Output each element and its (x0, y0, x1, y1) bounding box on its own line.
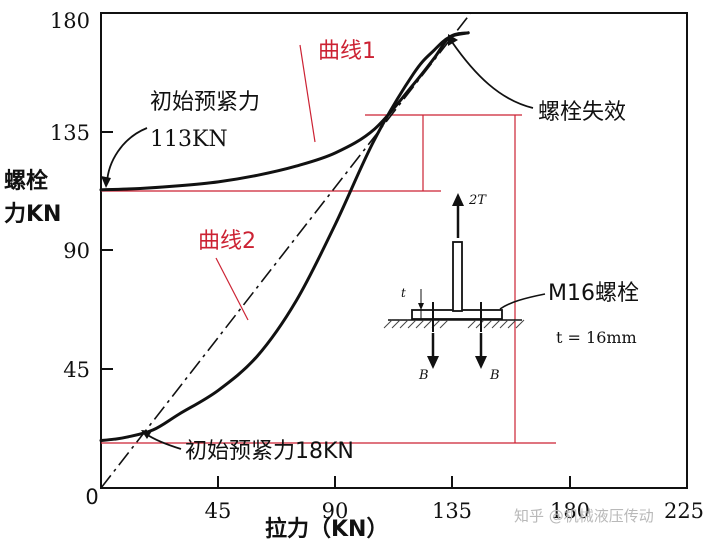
x-tick-marks (217, 476, 571, 488)
plot-frame (100, 12, 688, 489)
preload-113-arrow (106, 127, 148, 184)
y-tick-marks (101, 12, 113, 370)
preload-18-label: 初始预紧力18KN (185, 439, 354, 464)
watermark: 知乎 @机械液压传动 (514, 507, 654, 525)
y-axis-label-line1: 螺栓 (4, 169, 48, 194)
x-axis-label: 拉力（KN） (265, 516, 388, 542)
force-b-left-label: B (418, 368, 429, 383)
failure-label: 螺栓失效 (538, 100, 626, 125)
bolt-leader (499, 293, 546, 310)
series-layer (99, 12, 472, 489)
y-tick-label-135: 135 (50, 121, 90, 145)
series-curve2 (99, 31, 470, 442)
force-b-right-head (475, 356, 487, 369)
y-tick-label-90: 90 (63, 239, 90, 263)
preload-113-label-line2: 113KN (150, 127, 228, 152)
x-tick-label-0: 0 (85, 485, 98, 509)
x-tick-label-90: 90 (322, 499, 349, 523)
ground-hatch (383, 319, 525, 329)
bolt-label: M16螺栓 (548, 281, 639, 306)
preload-18-arrow (145, 433, 182, 450)
x-tick-label-135: 135 (432, 499, 472, 523)
thickness-t-label: t (401, 286, 406, 300)
x-tick-label-180: 180 (550, 499, 590, 523)
curve2-label: 曲线2 (198, 229, 256, 254)
series-reference-dashed (100, 12, 472, 489)
y-axis-label-line2: 力KN (4, 202, 61, 227)
preload-113-label-line1: 初始预紧力 (150, 90, 260, 115)
curve1-label: 曲线1 (318, 39, 376, 64)
bolt-diagram: 2T B B t M16螺栓 t = 16mm (383, 193, 639, 383)
thickness-value-label: t = 16mm (556, 328, 637, 347)
force-2t-head (452, 193, 464, 206)
x-tick-label-45: 45 (205, 499, 232, 523)
series-curve1 (99, 31, 470, 192)
failure-arrow (451, 41, 534, 109)
force-b-left-head (427, 356, 439, 369)
thickness-arrow-down (418, 303, 424, 310)
failure-arrow-head (448, 34, 458, 46)
preload-18-arrow-head (141, 430, 152, 439)
force-b-right-label: B (489, 368, 500, 383)
t-stub-web (452, 241, 463, 312)
y-tick-label-180: 180 (50, 9, 90, 33)
force-2t-label: 2T (468, 193, 487, 208)
x-tick-label-225: 225 (664, 499, 704, 523)
preload-113-arrow-head (101, 176, 111, 188)
y-tick-label-45: 45 (63, 358, 90, 382)
